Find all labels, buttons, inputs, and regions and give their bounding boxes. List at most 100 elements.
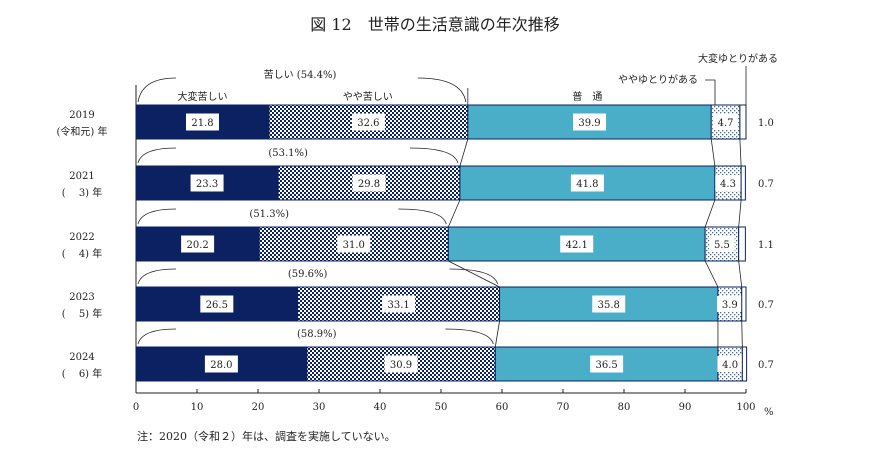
data-label: 33.1 [387, 300, 409, 311]
category-year: 2021 [69, 171, 94, 182]
category-year: 2022 [69, 232, 94, 243]
data-label-box [709, 236, 735, 252]
category-era: ( 5) 年 [62, 307, 103, 320]
data-label: 5.5 [714, 240, 730, 251]
legend-label: やや苦しい [343, 90, 393, 103]
brace-left [137, 328, 177, 345]
data-label: 4.3 [720, 179, 736, 190]
connector-line [448, 260, 500, 288]
data-label: 20.2 [186, 240, 208, 251]
x-tick-label: 40 [374, 402, 387, 413]
footnote: 注：2020（令和２）年は、調査を実施していない。 [137, 429, 396, 443]
data-label: 23.3 [196, 179, 218, 190]
x-unit: % [764, 407, 774, 418]
category-year: 2023 [69, 292, 94, 303]
data-label-box [592, 295, 626, 313]
category-era: ( 4) 年 [62, 247, 103, 260]
category-era: ( 3) 年 [62, 186, 103, 199]
brace-left [137, 268, 177, 285]
data-label: 30.9 [390, 360, 412, 371]
connector-line [738, 260, 743, 288]
group-total-label: (53.1%) [268, 148, 308, 159]
data-label: 0.7 [758, 179, 774, 190]
x-tick-label: 90 [679, 402, 692, 413]
connector-line [704, 199, 716, 228]
legend-label: ややゆとりがある [618, 73, 698, 86]
category-year: 2024 [69, 352, 94, 363]
x-tick-label: 0 [133, 402, 139, 413]
brace-right [398, 208, 447, 225]
data-label-box [204, 355, 238, 373]
brace-left [137, 147, 177, 164]
x-tick-label: 80 [618, 402, 631, 413]
data-label: 32.6 [357, 118, 379, 129]
data-label-box [570, 174, 604, 192]
legend-label: 大変ゆとりがある [698, 52, 778, 65]
connector-line [739, 138, 742, 167]
data-label-box [352, 174, 386, 192]
data-label: 0.7 [758, 300, 774, 311]
x-tick-label: 10 [191, 402, 204, 413]
legend-label: 大変苦しい [177, 90, 227, 103]
bar-segment [741, 346, 748, 382]
bar-segment [740, 165, 746, 201]
data-label-box [573, 113, 607, 131]
x-tick-label: 100 [736, 402, 755, 413]
brace-left [137, 208, 177, 225]
data-label: 39.9 [578, 118, 600, 129]
x-tick-label: 20 [252, 402, 265, 413]
category-era: (令和元) 年 [57, 125, 108, 138]
legend-leader [705, 79, 716, 105]
group-total-label: (59.6%) [288, 269, 328, 280]
brace-right [409, 147, 459, 164]
legend-label: 普 通 [572, 90, 602, 103]
brace-right [417, 77, 467, 103]
data-label: 3.9 [722, 300, 738, 311]
brace-left [137, 77, 177, 103]
x-tick-label: 60 [496, 402, 509, 413]
bar-segment [135, 165, 279, 201]
category-year: 2019 [69, 110, 94, 121]
data-label: 35.8 [598, 300, 620, 311]
connector-line [494, 320, 500, 348]
data-label: 31.0 [343, 240, 365, 251]
data-label-box [715, 175, 741, 191]
group-total-label: (58.9%) [297, 329, 337, 340]
group-total-label: (51.3%) [249, 209, 289, 220]
connector-line [447, 199, 461, 228]
brace-right [449, 268, 498, 285]
data-label-box [185, 113, 219, 131]
data-label-box [717, 296, 743, 312]
data-label-box [382, 295, 416, 313]
data-label: 4.7 [718, 118, 734, 129]
brace-right [445, 328, 494, 345]
data-label-box [590, 355, 624, 373]
data-label: 28.0 [210, 360, 232, 371]
data-label: 1.1 [758, 240, 774, 251]
data-label: 0.7 [758, 360, 774, 371]
data-label-box [560, 235, 594, 253]
x-tick-label: 50 [435, 402, 448, 413]
category-era: ( 6) 年 [62, 367, 103, 380]
data-label: 41.8 [576, 179, 598, 190]
data-label-box [200, 295, 234, 313]
connector-line [704, 260, 719, 288]
bar-segment [741, 286, 747, 322]
data-label: 1.0 [758, 118, 774, 129]
x-tick-label: 30 [313, 402, 326, 413]
connector-line [459, 138, 469, 167]
bar-segment [738, 226, 746, 262]
data-label: 26.5 [206, 300, 228, 311]
data-label-box [337, 235, 371, 253]
data-label-box [712, 114, 739, 130]
data-label-box [181, 235, 215, 253]
connector-line [741, 320, 743, 348]
connector-line [738, 199, 742, 228]
data-label-box [190, 174, 224, 192]
data-label: 29.8 [358, 179, 380, 190]
data-label: 4.0 [722, 360, 738, 371]
chart-title: 図 12 世帯の生活意識の年次推移 [310, 15, 559, 34]
x-tick-label: 70 [557, 402, 570, 413]
